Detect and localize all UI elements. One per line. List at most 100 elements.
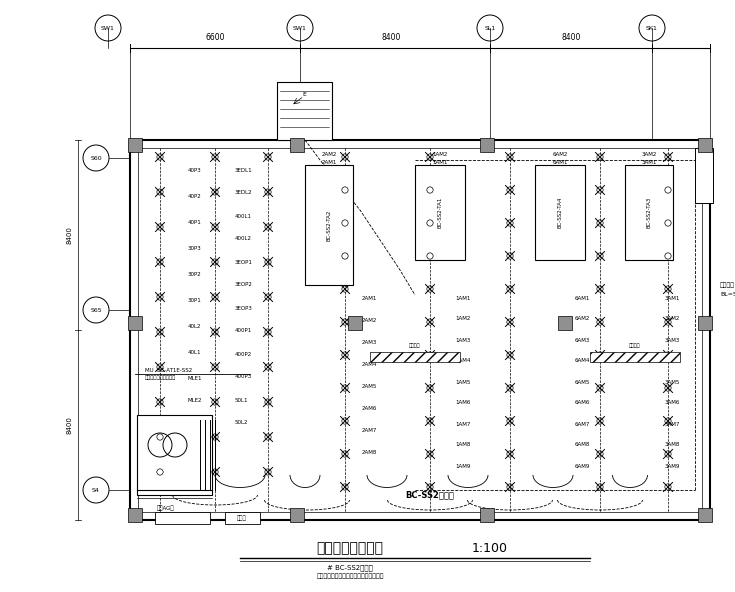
Text: MLE2: MLE2 bbox=[188, 397, 203, 403]
Bar bbox=[535, 165, 585, 260]
Bar bbox=[698, 508, 712, 522]
Bar bbox=[625, 165, 673, 260]
Text: 电缆桥架: 电缆桥架 bbox=[629, 343, 641, 349]
Text: 6AM1: 6AM1 bbox=[552, 159, 567, 165]
Text: 6AM2: 6AM2 bbox=[575, 317, 590, 321]
Text: 50L2: 50L2 bbox=[235, 420, 248, 426]
Text: 3AM3: 3AM3 bbox=[665, 337, 681, 343]
Text: 30P2: 30P2 bbox=[188, 272, 201, 276]
Text: 400P3: 400P3 bbox=[235, 375, 252, 379]
Text: 3AM6: 3AM6 bbox=[665, 401, 681, 406]
Text: 400L1: 400L1 bbox=[235, 214, 252, 218]
Text: S60: S60 bbox=[90, 156, 102, 160]
Text: 3AM9: 3AM9 bbox=[665, 464, 681, 468]
Text: 3EDL1: 3EDL1 bbox=[235, 168, 253, 172]
Text: 3AM2: 3AM2 bbox=[665, 317, 681, 321]
Text: 400P1: 400P1 bbox=[235, 329, 252, 333]
Text: 3AM2: 3AM2 bbox=[642, 153, 656, 157]
Text: BC-SS2-TA4: BC-SS2-TA4 bbox=[558, 197, 562, 228]
Text: 3EOP1: 3EOP1 bbox=[235, 259, 253, 265]
Text: 2AM1: 2AM1 bbox=[321, 159, 337, 165]
Text: SW1: SW1 bbox=[293, 25, 307, 31]
Text: 3×54 200A: 3×54 200A bbox=[621, 352, 649, 358]
Text: MU  BC-AT1E-SS2: MU BC-AT1E-SS2 bbox=[145, 368, 193, 372]
Text: 接地AG线: 接地AG线 bbox=[157, 505, 175, 511]
Text: 6AM9: 6AM9 bbox=[575, 464, 590, 468]
Text: 400P2: 400P2 bbox=[235, 352, 252, 356]
Bar bbox=[225, 512, 260, 524]
Text: 6AM6: 6AM6 bbox=[575, 401, 590, 406]
Text: 1AM2: 1AM2 bbox=[432, 153, 448, 157]
Text: BL=5m: BL=5m bbox=[720, 292, 735, 298]
Text: 1AM2: 1AM2 bbox=[455, 317, 470, 321]
Text: 40P3: 40P3 bbox=[188, 168, 201, 172]
Text: BC-SS2-TA3: BC-SS2-TA3 bbox=[647, 197, 651, 228]
Bar bbox=[137, 415, 212, 495]
Text: MLE1: MLE1 bbox=[188, 375, 203, 381]
Text: 2AM7: 2AM7 bbox=[362, 427, 377, 433]
Text: S4: S4 bbox=[92, 487, 100, 493]
Text: 6AM1: 6AM1 bbox=[575, 295, 590, 301]
Text: 1AM5: 1AM5 bbox=[455, 379, 470, 384]
Text: 40P2: 40P2 bbox=[188, 194, 201, 198]
Text: 6AM2: 6AM2 bbox=[552, 153, 567, 157]
Text: SL1: SL1 bbox=[484, 25, 495, 31]
Bar bbox=[480, 508, 494, 522]
Text: 1AM7: 1AM7 bbox=[455, 422, 470, 426]
Bar bbox=[415, 165, 465, 260]
Text: 1:100: 1:100 bbox=[472, 542, 508, 555]
Text: 1AM1: 1AM1 bbox=[432, 159, 448, 165]
Text: 40L1: 40L1 bbox=[188, 349, 201, 355]
Bar bbox=[698, 138, 712, 152]
Text: 2AM1: 2AM1 bbox=[362, 295, 377, 301]
Text: 8400: 8400 bbox=[67, 226, 73, 244]
Text: 8400: 8400 bbox=[562, 34, 581, 43]
Text: 2AM3: 2AM3 bbox=[362, 339, 377, 345]
Text: 3AM4: 3AM4 bbox=[665, 359, 681, 363]
Text: 3AM8: 3AM8 bbox=[665, 442, 681, 448]
Text: 配电柜: 配电柜 bbox=[237, 515, 247, 521]
Bar bbox=[590, 352, 680, 362]
Bar bbox=[348, 316, 362, 330]
Bar bbox=[128, 508, 142, 522]
Text: 1AM3: 1AM3 bbox=[455, 337, 470, 343]
Bar bbox=[130, 140, 710, 520]
Text: SW1: SW1 bbox=[101, 25, 115, 31]
Text: 40L2: 40L2 bbox=[188, 323, 201, 329]
Bar bbox=[290, 138, 304, 152]
Text: 2AM6: 2AM6 bbox=[362, 406, 377, 410]
Text: 6AM3: 6AM3 bbox=[575, 337, 590, 343]
Text: 3EOP3: 3EOP3 bbox=[235, 305, 253, 310]
Text: 3AM7: 3AM7 bbox=[665, 422, 681, 426]
Text: 30P1: 30P1 bbox=[188, 298, 201, 303]
Text: 1AM9: 1AM9 bbox=[455, 464, 470, 468]
Text: 6AM5: 6AM5 bbox=[575, 379, 590, 384]
Text: 8400: 8400 bbox=[67, 416, 73, 434]
Text: SK1: SK1 bbox=[646, 25, 658, 31]
Text: 电缆桥架: 电缆桥架 bbox=[409, 343, 420, 349]
Text: BC-SS2-TA1: BC-SS2-TA1 bbox=[437, 197, 442, 228]
Text: 3×54 200A: 3×54 200A bbox=[401, 352, 429, 358]
Text: BC-SS2-TA2: BC-SS2-TA2 bbox=[326, 210, 331, 241]
Text: E: E bbox=[302, 92, 306, 96]
Text: 1AM4: 1AM4 bbox=[455, 359, 470, 363]
Text: 苏州中心内圈南二标段变电所照明平面图: 苏州中心内圈南二标段变电所照明平面图 bbox=[316, 573, 384, 579]
Text: 2AM8: 2AM8 bbox=[362, 449, 377, 455]
Bar bbox=[155, 512, 210, 524]
Text: 2AM2: 2AM2 bbox=[321, 153, 337, 157]
Text: 3EDL2: 3EDL2 bbox=[235, 191, 253, 195]
Text: 2AM2: 2AM2 bbox=[362, 317, 377, 323]
Text: 配电柜主进线母排截面: 配电柜主进线母排截面 bbox=[145, 375, 176, 381]
Bar bbox=[128, 316, 142, 330]
Text: 30P3: 30P3 bbox=[188, 246, 201, 250]
Text: 1AM1: 1AM1 bbox=[455, 295, 470, 301]
Bar bbox=[128, 138, 142, 152]
Text: # BC-SS2变电所: # BC-SS2变电所 bbox=[327, 565, 373, 571]
Text: BC-SS2变电所: BC-SS2变电所 bbox=[406, 491, 454, 500]
Text: 2AM5: 2AM5 bbox=[362, 384, 377, 388]
Text: 1AM6: 1AM6 bbox=[455, 401, 470, 406]
Text: 3EOP2: 3EOP2 bbox=[235, 282, 253, 288]
Bar bbox=[558, 316, 572, 330]
Text: 3AM1: 3AM1 bbox=[642, 159, 656, 165]
Text: S65: S65 bbox=[90, 307, 102, 313]
